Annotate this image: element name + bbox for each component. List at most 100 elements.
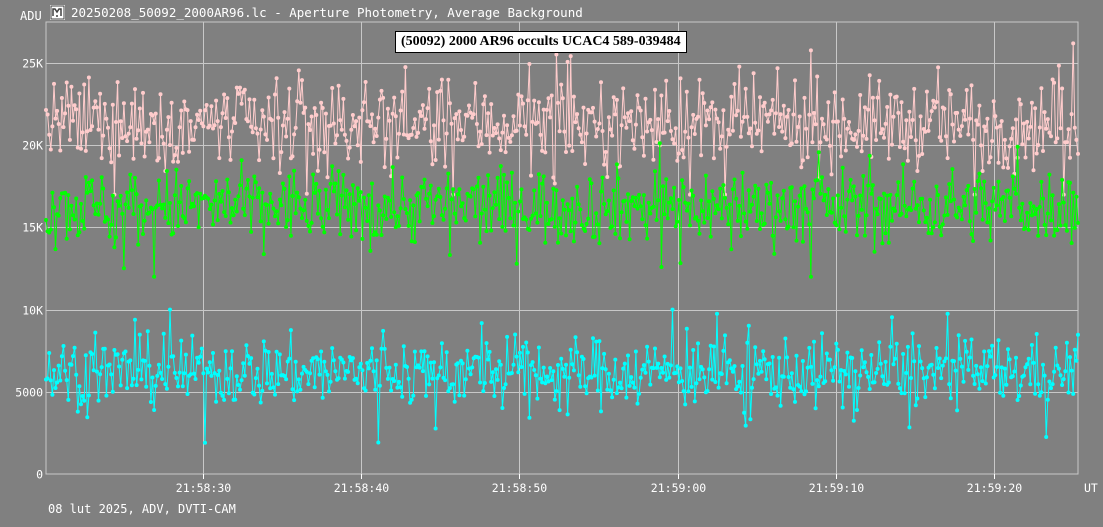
data-point <box>530 360 535 365</box>
data-point <box>392 95 397 100</box>
data-point <box>729 247 734 252</box>
data-point <box>684 89 689 94</box>
data-point <box>837 134 842 139</box>
data-point <box>824 137 829 142</box>
data-point <box>705 108 710 113</box>
data-point <box>672 141 677 146</box>
data-point <box>742 410 747 415</box>
data-point <box>691 193 696 198</box>
data-point <box>293 125 298 130</box>
data-point <box>586 216 591 221</box>
data-point <box>934 100 939 104</box>
data-point <box>1034 332 1039 336</box>
data-point <box>793 199 797 204</box>
data-point <box>214 98 219 103</box>
data-point <box>1052 233 1057 238</box>
data-point <box>1012 369 1017 374</box>
data-point <box>543 150 548 155</box>
data-point <box>944 195 948 200</box>
data-point <box>719 216 724 221</box>
data-point <box>589 110 594 115</box>
data-point <box>656 361 661 366</box>
data-point <box>403 207 408 211</box>
data-point <box>603 150 608 154</box>
data-point <box>835 119 840 124</box>
data-point <box>632 385 637 390</box>
data-point <box>654 365 659 370</box>
data-point <box>956 205 961 210</box>
data-point <box>729 94 734 99</box>
data-point <box>215 119 220 124</box>
data-point <box>355 186 360 191</box>
data-point <box>109 222 114 227</box>
data-point <box>136 242 141 247</box>
data-point <box>797 114 802 119</box>
data-point <box>532 98 537 103</box>
data-point <box>753 120 758 125</box>
data-point <box>527 415 532 420</box>
data-point <box>80 219 85 223</box>
data-point <box>740 170 745 175</box>
data-point <box>327 216 331 221</box>
data-point <box>85 415 90 420</box>
data-point <box>1071 190 1076 195</box>
data-point <box>638 375 643 380</box>
data-point <box>724 381 729 386</box>
data-point <box>67 227 72 232</box>
data-point <box>753 345 758 350</box>
data-point <box>188 119 193 124</box>
data-point <box>707 199 712 204</box>
data-point <box>800 158 805 163</box>
data-point <box>312 385 317 390</box>
data-point <box>481 389 486 394</box>
data-point <box>947 88 952 93</box>
data-point <box>358 190 363 195</box>
data-point <box>975 179 980 184</box>
data-point <box>505 123 510 128</box>
data-point <box>96 212 101 217</box>
data-point <box>713 380 718 384</box>
data-point <box>885 105 890 109</box>
data-point <box>567 208 572 213</box>
data-point <box>818 374 823 379</box>
data-point <box>530 119 535 124</box>
data-point <box>85 190 90 195</box>
data-point <box>392 379 397 383</box>
data-point <box>696 114 700 119</box>
data-point <box>907 109 912 114</box>
data-point <box>414 134 419 139</box>
data-point <box>942 213 947 218</box>
data-point <box>451 382 456 387</box>
data-point <box>238 387 242 392</box>
data-point <box>107 146 112 151</box>
data-point <box>775 393 780 398</box>
data-point <box>942 106 947 111</box>
data-point <box>446 77 451 82</box>
data-point <box>308 128 312 132</box>
data-point <box>554 52 559 57</box>
data-point <box>373 387 378 392</box>
data-point <box>988 238 993 243</box>
data-point <box>694 215 699 220</box>
data-point <box>662 130 667 135</box>
data-point <box>565 59 570 64</box>
data-point <box>952 139 956 144</box>
data-point <box>584 131 589 136</box>
chart-title: (50092) 2000 AR96 occults UCAC4 589-0394… <box>395 31 687 53</box>
data-point <box>428 183 433 188</box>
data-point <box>1025 362 1030 367</box>
data-point <box>1064 140 1069 145</box>
data-point <box>910 186 915 191</box>
data-point <box>211 351 215 355</box>
data-point <box>540 380 545 385</box>
data-point <box>815 74 820 79</box>
data-point <box>487 349 492 354</box>
data-point <box>676 151 681 156</box>
data-point <box>207 207 212 211</box>
data-point <box>618 236 622 241</box>
data-point <box>1071 41 1076 46</box>
data-point <box>697 377 702 382</box>
data-point <box>438 195 443 199</box>
data-point <box>606 371 611 376</box>
data-point <box>896 180 901 185</box>
